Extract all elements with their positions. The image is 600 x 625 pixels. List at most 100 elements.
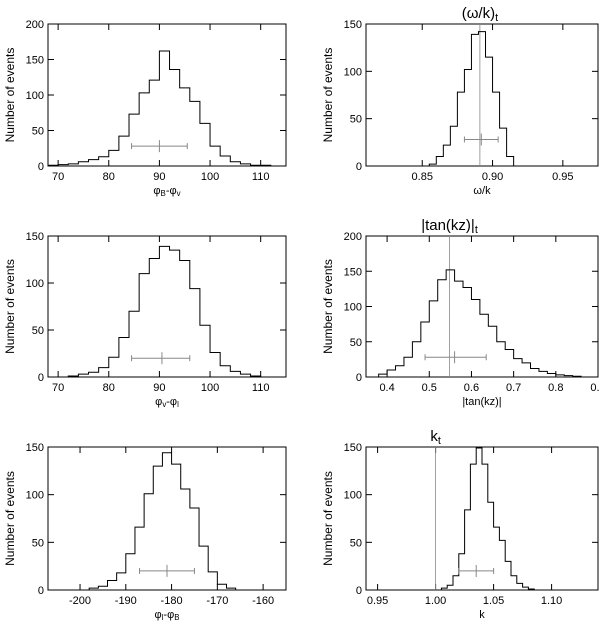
histogram-bin: [404, 357, 412, 377]
histogram-bin: [261, 165, 271, 166]
theoretical-value-label-part: |tan(kz)|: [421, 217, 475, 234]
x-tick-label: 100: [201, 171, 219, 183]
histogram-bin: [89, 372, 99, 377]
histogram-outline: [378, 269, 582, 377]
x-tick-label: 0.5: [422, 382, 437, 394]
x-tick-label: 110: [252, 382, 270, 394]
histogram-bin: [251, 165, 261, 166]
histogram-bin: [379, 374, 387, 377]
histogram-bin: [240, 374, 250, 377]
histogram-bin: [170, 69, 180, 166]
x-axis-title-part: |tan(kz)|: [462, 396, 501, 408]
x-axis-title-part: B: [174, 613, 179, 622]
x-axis-title: k: [479, 609, 485, 621]
histogram-bin: [68, 376, 78, 377]
histogram-bin: [144, 494, 153, 590]
histogram-bin: [48, 165, 58, 166]
histogram-bin: [190, 289, 200, 377]
histogram-bin: [99, 157, 109, 166]
histogram-bin: [455, 281, 463, 377]
y-tick-label: 50: [350, 114, 362, 126]
histogram-bin: [129, 311, 139, 377]
histogram-bin: [514, 359, 522, 377]
x-axis-title-part: l: [162, 613, 164, 622]
y-tick-label: 0: [38, 585, 44, 597]
y-tick-label: 100: [26, 90, 44, 102]
x-axis-title: |tan(kz)|: [462, 396, 501, 408]
histogram-bin: [217, 584, 226, 590]
histogram-outline: [88, 452, 237, 590]
y-axis-title: Number of events: [3, 48, 17, 143]
x-axis-title-part: -φ: [163, 609, 174, 621]
y-tick-label: 150: [26, 55, 44, 67]
histogram-bin: [488, 326, 496, 377]
y-tick-label: 200: [26, 19, 44, 31]
histogram-bin: [556, 375, 564, 377]
histogram-panel-1: 70 80 90 100 110 0 50 100 150 200 Number of events…: [3, 19, 287, 198]
x-tick-label: -180: [161, 595, 183, 607]
histogram-bin: [200, 123, 210, 166]
histogram-bin: [78, 162, 88, 166]
histogram-bin: [135, 527, 144, 590]
histogram-panel-4: 0.4 0.5 0.6 0.7 0.8 0.9 0 50 100 150 200 Number of …: [321, 217, 600, 408]
y-tick-label: 150: [344, 266, 362, 278]
histogram-outline: [428, 31, 515, 166]
histogram-bin: [181, 489, 190, 590]
x-axis-title-part: l: [177, 400, 179, 409]
y-tick-label: 50: [32, 537, 44, 549]
x-tick-label: 0.4: [379, 382, 394, 394]
histogram-bin: [210, 146, 220, 166]
theoretical-value-label: kt: [430, 428, 441, 447]
y-tick-label: 0: [38, 372, 44, 384]
histogram-bin: [190, 508, 199, 590]
y-tick-label: 200: [344, 231, 362, 243]
theoretical-value-label-part: t: [495, 12, 498, 24]
y-axis-title: Number of events: [3, 471, 17, 566]
histogram-bin: [522, 363, 530, 377]
theoretical-value-label: |tan(kz)|t: [421, 217, 478, 236]
histogram-bin: [497, 342, 505, 377]
histogram-bin: [180, 88, 190, 166]
histogram-bin: [429, 301, 437, 377]
y-tick-label: 0: [356, 372, 362, 384]
histogram-bin: [227, 588, 236, 590]
y-tick-label: 0: [356, 161, 362, 173]
histogram-panel-6: 0.95 1.00 1.05 1.10 0 50 100 150 Number of event…: [321, 428, 599, 621]
y-tick-label: 50: [32, 126, 44, 138]
histogram-bin: [208, 572, 217, 590]
histogram-bin: [251, 376, 261, 377]
histogram-bin: [119, 136, 129, 166]
y-tick-label: 150: [26, 442, 44, 454]
x-tick-label: 0.95: [552, 171, 573, 183]
histogram-panel-2: 0.85 0.90 0.95 0 50 100 150 Number of events ω/k…: [321, 5, 599, 197]
x-tick-label: 80: [103, 171, 115, 183]
histogram-bin: [200, 325, 210, 377]
theoretical-value-label-part: t: [475, 224, 478, 236]
y-axis-title: Number of events: [321, 259, 335, 354]
histogram-bin: [471, 34, 478, 166]
histogram-bin: [547, 373, 555, 377]
histogram-bin: [459, 554, 465, 590]
x-tick-label: 0.95: [367, 595, 388, 607]
histogram-bin: [230, 162, 240, 166]
histogram-bin: [387, 370, 395, 377]
x-tick-label: 70: [52, 171, 64, 183]
x-axis-title-part: -φ: [166, 396, 177, 408]
x-tick-label: 90: [153, 382, 165, 394]
histogram-bin: [531, 369, 539, 377]
histogram-bin: [139, 93, 149, 166]
x-tick-label: 0.6: [464, 382, 479, 394]
histogram-bin: [493, 92, 500, 166]
y-tick-label: 100: [26, 278, 44, 290]
histogram-bin: [129, 114, 139, 166]
x-axis-title-part: B: [161, 189, 166, 198]
histogram-outline: [47, 50, 272, 166]
x-tick-label: -170: [206, 595, 228, 607]
histogram-bin: [99, 368, 109, 377]
histogram-bin: [471, 299, 479, 377]
plot-frame: [365, 23, 599, 167]
histogram-bin: [89, 160, 99, 166]
histogram-bin: [494, 527, 500, 590]
theoretical-value-label-part: k: [430, 428, 438, 445]
x-tick-label: 80: [103, 382, 115, 394]
